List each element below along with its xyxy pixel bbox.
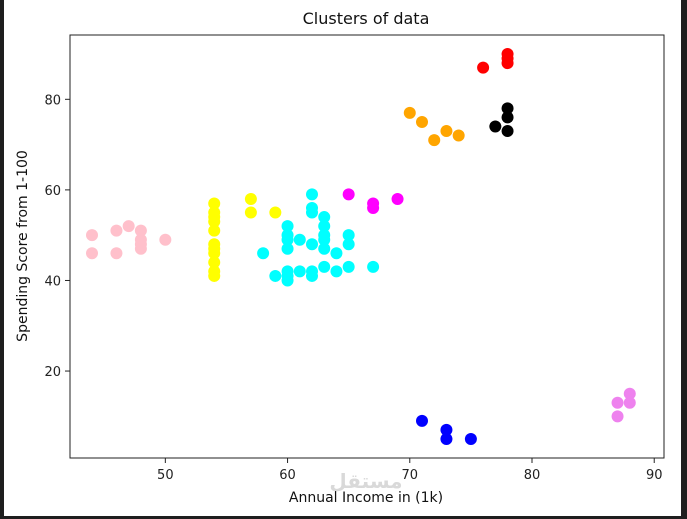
scatter-point-cluster-3 <box>342 238 355 251</box>
x-tick-label: 90 <box>646 468 663 483</box>
scatter-point-cluster-2 <box>208 224 221 237</box>
scatter-point-cluster-3 <box>318 242 331 255</box>
scatter-point-cluster-3 <box>318 211 331 224</box>
scatter-point-cluster-5 <box>428 134 441 147</box>
scatter-point-cluster-5 <box>416 115 428 128</box>
scatter-point-cluster-5 <box>403 106 416 119</box>
scatter-point-cluster-2 <box>269 206 282 219</box>
chart-title: Clusters of data <box>303 9 430 28</box>
scatter-point-cluster-3 <box>318 260 331 273</box>
scatter-point-cluster-3 <box>306 238 318 251</box>
scatter-point-cluster-3 <box>342 260 355 273</box>
scatter-point-cluster-1 <box>134 242 147 255</box>
scatter-point-cluster-3 <box>306 206 318 219</box>
scatter-point-cluster-3 <box>367 260 380 273</box>
scatter-point-cluster-4 <box>391 192 404 205</box>
scatter-point-cluster-8 <box>440 432 453 445</box>
scatter-point-cluster-7 <box>489 120 502 133</box>
scatter-point-cluster-9 <box>623 396 636 409</box>
window-frame-left <box>0 0 4 519</box>
scatter-point-cluster-3 <box>306 188 318 201</box>
scatter-point-cluster-3 <box>281 220 294 233</box>
window-frame-right <box>681 0 687 519</box>
scatter-point-cluster-2 <box>208 256 221 269</box>
scatter-point-cluster-3 <box>330 247 343 260</box>
x-tick-label: 80 <box>524 468 541 483</box>
scatter-point-cluster-4 <box>367 202 380 215</box>
scatter-point-cluster-9 <box>611 410 624 423</box>
scatter-point-cluster-1 <box>159 233 172 246</box>
plot-area <box>69 34 665 459</box>
scatter-point-cluster-3 <box>281 242 294 255</box>
scatter-point-cluster-2 <box>244 192 257 205</box>
y-axis-label: Spending Score from 1-100 <box>15 150 31 342</box>
scatter-point-cluster-8 <box>464 432 477 445</box>
scatter-point-cluster-3 <box>269 269 282 282</box>
x-axis-label: Annual Income in (1k) <box>289 490 443 506</box>
scatter-point-cluster-3 <box>306 269 318 282</box>
scatter-point-cluster-6 <box>477 61 490 74</box>
scatter-point-cluster-3 <box>281 274 294 287</box>
y-tick-label: 20 <box>44 365 61 380</box>
y-tick-label: 60 <box>44 184 61 199</box>
scatter-point-cluster-3 <box>257 247 270 260</box>
scatter-point-cluster-1 <box>134 224 147 237</box>
x-tick-label: 70 <box>402 468 419 483</box>
scatter-point-cluster-1 <box>86 247 98 260</box>
y-tick-label: 80 <box>44 93 61 108</box>
scatter-point-cluster-2 <box>208 215 221 228</box>
scatter-point-cluster-8 <box>416 414 428 427</box>
scatter-points <box>86 48 636 445</box>
scatter-point-cluster-1 <box>122 220 135 233</box>
scatter-point-cluster-2 <box>208 197 221 210</box>
scatter-point-cluster-3 <box>318 233 331 246</box>
x-tick-label: 50 <box>157 468 174 483</box>
scatter-point-cluster-1 <box>86 229 98 242</box>
scatter-point-cluster-3 <box>281 233 294 246</box>
scatter-point-cluster-3 <box>293 233 306 246</box>
axis-ticks: 50 60 70 80 90 20 40 60 80 <box>44 93 662 483</box>
scatter-point-cluster-1 <box>110 224 123 237</box>
y-tick-label: 40 <box>44 274 61 289</box>
scatter-point-cluster-2 <box>208 247 221 260</box>
scatter-point-cluster-5 <box>452 129 465 142</box>
watermark-logo: مستقل <box>329 469 402 493</box>
scatter-point-cluster-7 <box>501 125 514 138</box>
scatter-point-cluster-1 <box>110 247 123 260</box>
scatter-point-cluster-2 <box>208 269 221 282</box>
x-tick-label: 60 <box>279 468 296 483</box>
scatter-point-cluster-4 <box>342 188 355 201</box>
scatter-point-cluster-3 <box>318 220 331 233</box>
scatter-point-cluster-3 <box>342 229 355 242</box>
scatter-point-cluster-3 <box>293 265 306 278</box>
scatter-point-cluster-7 <box>501 102 514 115</box>
scatter-point-cluster-6 <box>501 57 514 70</box>
scatter-point-cluster-7 <box>501 111 514 124</box>
scatter-point-cluster-2 <box>244 206 257 219</box>
scatter-point-cluster-9 <box>623 387 636 400</box>
scatter-point-cluster-3 <box>330 265 343 278</box>
scatter-point-cluster-5 <box>440 125 453 138</box>
window-frame-bottom <box>0 516 687 519</box>
scatter-point-cluster-8 <box>440 423 453 436</box>
scatter-point-cluster-9 <box>611 396 624 409</box>
